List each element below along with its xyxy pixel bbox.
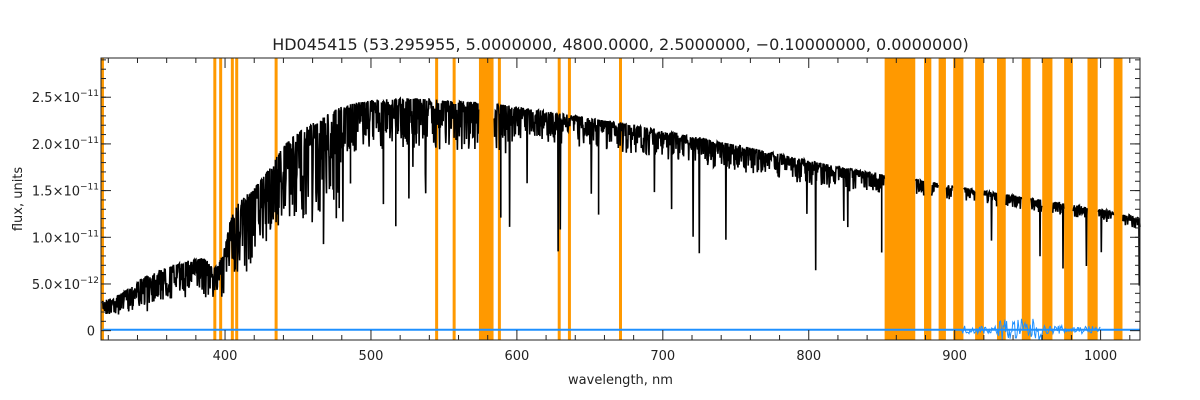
y-tick-label: 1.5×10−11	[32, 183, 99, 200]
x-tick-label: 900	[942, 349, 967, 364]
masked-line	[452, 58, 456, 340]
error-noise	[961, 318, 1101, 341]
masked-band	[975, 58, 984, 340]
masked-line	[230, 58, 234, 340]
x-tick-label: 400	[213, 349, 238, 364]
masked-line	[557, 58, 561, 340]
masked-band	[953, 58, 964, 340]
plot-frame	[100, 57, 1141, 341]
masked-band	[884, 58, 916, 340]
y-axis-ticks: 0 5.0×10−12 1.0×10−11 1.5×10−11 2.0×10−11 2.5…	[32, 59, 1140, 340]
masked-band	[938, 58, 946, 340]
masked-band	[1064, 58, 1073, 340]
masked-band	[1021, 58, 1031, 340]
masked-line	[100, 58, 104, 340]
x-tick-label: 1000	[1084, 349, 1117, 364]
x-axis-ticks: 400 500 600 700 800 900 1000	[107, 58, 1131, 364]
masked-line	[619, 58, 622, 340]
masked-band	[478, 58, 494, 340]
masked-line	[213, 58, 217, 340]
y-tick-label: 2.5×10−11	[32, 89, 99, 106]
masked-line	[435, 58, 439, 340]
masked-line	[235, 58, 239, 340]
flux-series	[101, 96, 1141, 315]
masked-band	[996, 58, 1006, 340]
y-tick-label: 1.0×10−11	[32, 229, 99, 246]
x-tick-label: 500	[359, 349, 384, 364]
masked-line	[219, 58, 223, 340]
masked-band	[1087, 58, 1098, 340]
x-tick-label: 800	[796, 349, 821, 364]
x-tick-label: 700	[650, 349, 675, 364]
y-tick-label: 5.0×10−12	[32, 276, 99, 293]
x-axis-title: wavelength, nm	[568, 373, 673, 388]
masked-band	[1042, 58, 1053, 340]
flux-line	[101, 96, 1141, 315]
masked-line	[497, 58, 501, 340]
y-axis-title: flux, units	[11, 167, 26, 232]
y-tick-label: 0	[87, 325, 95, 340]
error-series	[102, 318, 1140, 341]
masked-band	[924, 58, 932, 340]
masked-line	[567, 58, 571, 340]
x-tick-label: 600	[504, 349, 529, 364]
y-tick-label: 2.0×10−11	[32, 136, 99, 153]
masked-band	[1113, 58, 1123, 340]
chart-title: HD045415 (53.295955, 5.0000000, 4800.000…	[272, 35, 969, 54]
